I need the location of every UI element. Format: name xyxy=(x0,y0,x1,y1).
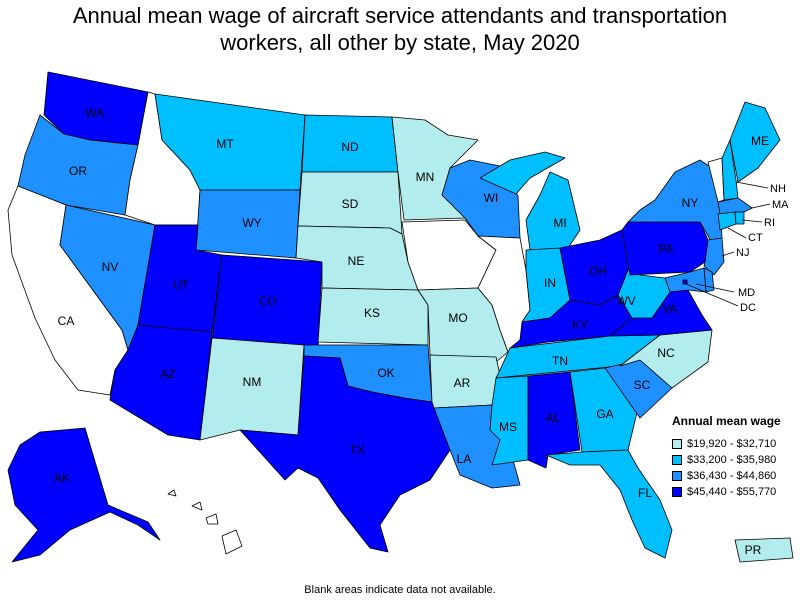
state-label-va: VA xyxy=(662,302,677,316)
state-ak[interactable] xyxy=(7,427,161,563)
state-hi[interactable] xyxy=(167,489,243,555)
state-label-pa: PA xyxy=(658,242,673,256)
legend: Annual mean wage $19,920 - $32,710 $33,2… xyxy=(672,414,781,500)
state-label-pr: PR xyxy=(745,543,762,557)
state-label-ca: CA xyxy=(58,314,75,328)
state-label-me: ME xyxy=(751,134,769,148)
state-label-ut: UT xyxy=(173,278,190,292)
state-label-or: OR xyxy=(69,164,87,178)
map-title-line-1: Annual mean wage of aircraft service att… xyxy=(72,3,728,28)
state-label-tx: TX xyxy=(349,443,364,457)
legend-swatch-3 xyxy=(672,471,682,481)
footnote: Blank areas indicate data not available. xyxy=(304,584,496,596)
legend-label-4: $45,440 - $55,770 xyxy=(687,486,777,498)
legend-title: Annual mean wage xyxy=(672,414,781,428)
state-label-wi: WI xyxy=(484,191,499,205)
legend-label-1: $19,920 - $32,710 xyxy=(687,438,777,450)
state-label-mo: MO xyxy=(448,311,467,325)
state-label-fl: FL xyxy=(638,486,652,500)
state-label-co: CO xyxy=(259,294,277,308)
state-callout-ma: MA xyxy=(772,199,789,211)
legend-label-2: $33,200 - $35,980 xyxy=(687,454,777,466)
map-title-line-2: workers, all other by state, May 2020 xyxy=(220,30,580,55)
state-label-ne: NE xyxy=(348,254,365,268)
state-label-ar: AR xyxy=(454,376,471,390)
state-callout-nh: NH xyxy=(770,183,786,195)
state-label-mi: MI xyxy=(553,216,566,230)
state-ri[interactable] xyxy=(734,211,745,225)
state-ks[interactable] xyxy=(317,287,429,346)
state-label-nm: NM xyxy=(243,375,262,389)
legend-label-3: $36,430 - $44,860 xyxy=(687,470,777,482)
state-label-wy: WY xyxy=(242,216,261,230)
state-dc[interactable] xyxy=(682,279,688,285)
state-label-nv: NV xyxy=(102,260,119,274)
state-callout-dc: DC xyxy=(740,302,756,314)
state-label-la: LA xyxy=(457,452,472,466)
legend-item-3: $36,430 - $44,860 xyxy=(672,468,781,484)
state-ct[interactable] xyxy=(717,211,737,231)
legend-swatch-4 xyxy=(672,487,682,497)
state-label-mn: MN xyxy=(416,170,435,184)
state-label-in: IN xyxy=(544,276,556,290)
state-callout-md: MD xyxy=(738,287,755,299)
state-callout-nj: NJ xyxy=(736,247,749,259)
state-callout-ri: RI xyxy=(764,217,775,229)
state-label-ms: MS xyxy=(499,420,517,434)
map-title: Annual mean wage of aircraft service att… xyxy=(0,2,800,56)
state-nj[interactable] xyxy=(703,237,725,276)
state-label-wa: WA xyxy=(86,106,105,120)
state-label-ok: OK xyxy=(377,366,394,380)
labels-layer: WA OR MT ND MN SD WY WI NY MI ME NE NV UT CO KS IN OH PA MO… xyxy=(54,106,789,557)
state-label-sd: SD xyxy=(342,197,359,211)
legend-item-2: $33,200 - $35,980 xyxy=(672,452,781,468)
state-tx[interactable] xyxy=(239,355,451,553)
state-ma[interactable] xyxy=(717,197,753,215)
state-nh[interactable] xyxy=(721,139,739,201)
callout-lines xyxy=(685,181,771,307)
state-fl[interactable] xyxy=(545,449,673,559)
state-label-mt: MT xyxy=(216,137,234,151)
legend-swatch-2 xyxy=(672,455,682,465)
state-label-ny: NY xyxy=(682,196,699,210)
state-mi[interactable] xyxy=(479,151,581,251)
state-label-ky: KY xyxy=(572,318,588,332)
legend-item-4: $45,440 - $55,770 xyxy=(672,484,781,500)
states-layer xyxy=(7,71,794,563)
legend-item-1: $19,920 - $32,710 xyxy=(672,436,781,452)
state-label-ak: AK xyxy=(54,471,70,485)
legend-swatch-1 xyxy=(672,439,682,449)
state-label-nc: NC xyxy=(657,346,675,360)
state-callout-ct: CT xyxy=(748,232,763,244)
state-label-ks: KS xyxy=(364,306,380,320)
state-label-oh: OH xyxy=(589,264,607,278)
state-label-ga: GA xyxy=(596,407,613,421)
state-label-tn: TN xyxy=(552,354,568,368)
state-az[interactable] xyxy=(109,324,213,441)
state-label-al: AL xyxy=(546,411,561,425)
state-label-sc: SC xyxy=(634,378,651,392)
state-pr[interactable] xyxy=(734,537,794,563)
state-label-nd: ND xyxy=(341,140,359,154)
state-label-az: AZ xyxy=(160,367,175,381)
state-label-wv: WV xyxy=(616,294,635,308)
